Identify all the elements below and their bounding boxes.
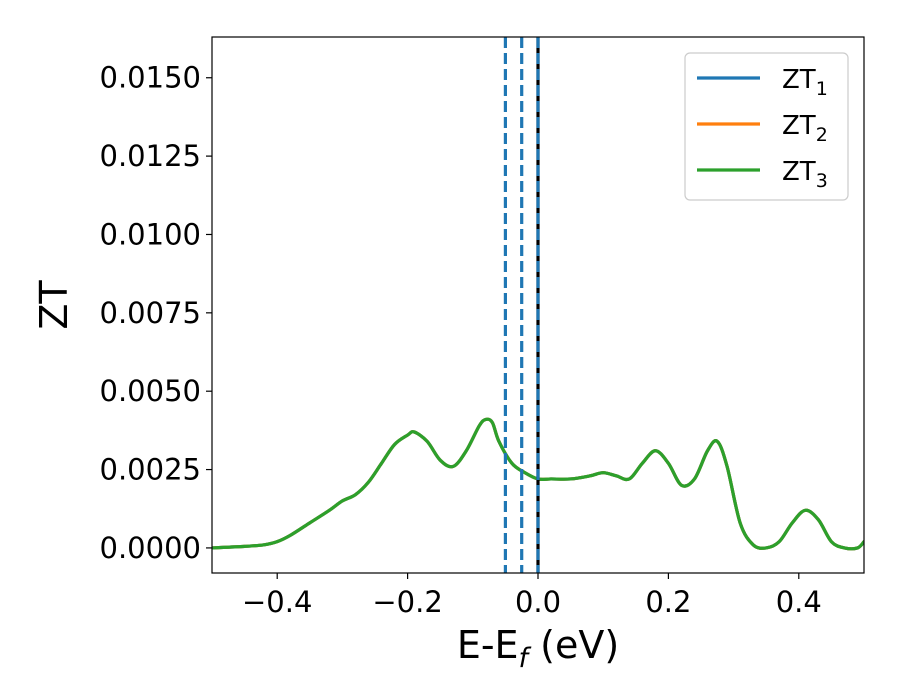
y-tick-label: 0.0075 bbox=[100, 296, 201, 330]
y-tick-label: 0.0100 bbox=[100, 217, 201, 251]
x-tick-label: 0.0 bbox=[515, 585, 561, 619]
y-axis: 0.0000 0.0025 0.0050 0.0075 0.0100 0.0125 0.01… bbox=[100, 61, 212, 565]
x-axis: −0.4 −0.2 0.0 0.2 0.4 bbox=[242, 573, 822, 619]
y-tick-label: 0.0050 bbox=[100, 374, 201, 408]
plot-area bbox=[212, 37, 864, 573]
legend-box bbox=[684, 52, 849, 201]
legend-label-3: ZT3 bbox=[782, 157, 828, 192]
legend-label-2: ZT2 bbox=[782, 111, 828, 146]
y-axis-label: ZT bbox=[32, 280, 76, 330]
x-axis-label: E-Ef (eV) bbox=[457, 623, 619, 674]
y-tick-label: 0.0025 bbox=[100, 453, 201, 487]
legend: ZT1 ZT2 ZT3 bbox=[684, 52, 849, 201]
x-tick-label: −0.4 bbox=[242, 585, 312, 619]
y-tick-label: 0.0125 bbox=[100, 139, 201, 173]
series-line-3 bbox=[212, 417, 864, 551]
y-tick-label: 0.0150 bbox=[100, 61, 201, 95]
x-tick-label: 0.2 bbox=[645, 585, 691, 619]
y-tick-label: 0.0000 bbox=[100, 531, 201, 565]
legend-label-1: ZT1 bbox=[782, 65, 828, 100]
x-tick-label: 0.4 bbox=[776, 585, 822, 619]
x-tick-label: −0.2 bbox=[372, 585, 442, 619]
